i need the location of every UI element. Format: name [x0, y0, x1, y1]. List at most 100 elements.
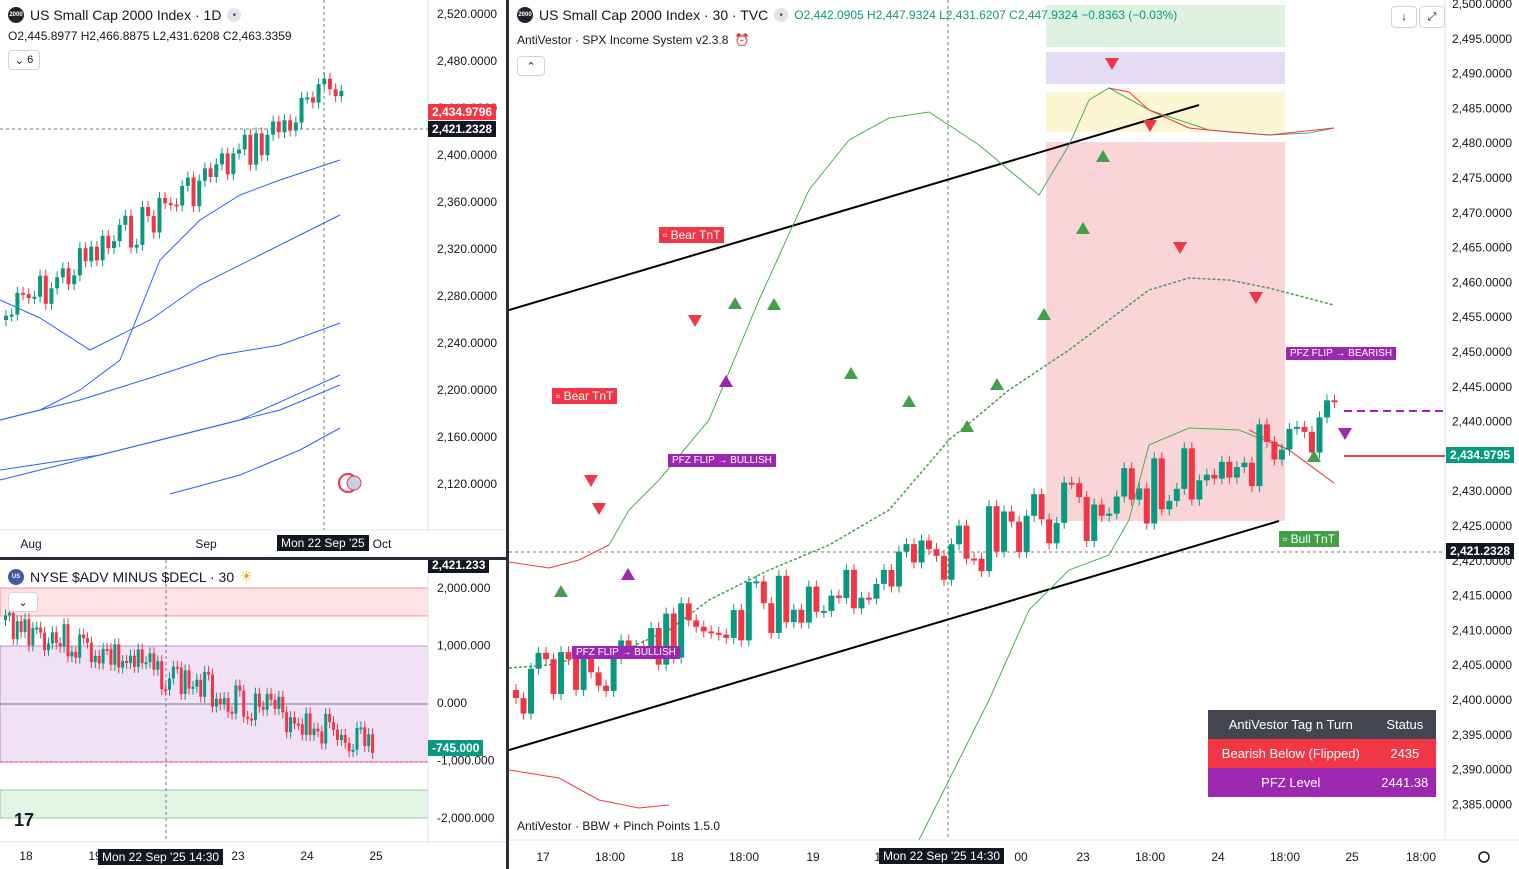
axis-tick-label: 18:00 [1406, 850, 1436, 864]
candle-body [328, 713, 332, 723]
candle-body [820, 610, 827, 613]
sell-signal-triangle [1105, 58, 1119, 70]
candle-body [259, 133, 264, 156]
download-icon[interactable]: ↓ [1391, 6, 1417, 28]
axis-tick-label: 2,410.0000 [1452, 623, 1512, 637]
main-chart-title[interactable]: US Small Cap 2000 Index · 30 · TVC [539, 7, 769, 23]
buy-signal-triangle [554, 585, 568, 597]
breadth-chart-svg[interactable]: 2,000.000 1,000.000 0.000 -1,000.000 -2,000.… [0, 560, 506, 869]
collapse-indicators-button[interactable]: ⌄ [8, 592, 38, 612]
candle-body [535, 652, 542, 669]
settings-gear-icon[interactable] [1478, 851, 1490, 863]
candle-body [89, 246, 94, 262]
candle-body [129, 215, 134, 248]
fullscreen-icon[interactable]: ⤢ [1419, 6, 1445, 28]
candle-body [790, 609, 797, 623]
candle-body [78, 634, 82, 658]
candle-body [288, 120, 293, 131]
candle-body [171, 666, 175, 679]
candle-body [565, 652, 572, 660]
daily-price-axis: 2,520.00002,480.00002,440.00002,400.0000… [437, 7, 497, 491]
candle-body [367, 734, 371, 747]
candle-body [1128, 468, 1135, 500]
candle-body [74, 651, 78, 658]
buy-signal-triangle [1076, 222, 1090, 234]
candle-body [254, 133, 259, 165]
collapse-indicators-button[interactable]: ⌃ [517, 56, 545, 76]
buy-signal-triangle [990, 378, 1004, 390]
candle-body [1248, 462, 1255, 487]
crosshair-time-tag: Mon 22 Sep '25 [277, 535, 369, 551]
candle-body [60, 268, 65, 278]
alarm-icon[interactable]: ⏰ [734, 33, 750, 47]
candle-body [1151, 458, 1158, 524]
status-dot-icon[interactable]: • [774, 8, 789, 22]
indicator-legend-1[interactable]: AntiVestor · SPX Income System v2.3.8 ⏰ [517, 33, 749, 47]
candle-body [11, 612, 15, 640]
ma-line [0, 374, 341, 481]
buy-signal-triangle [767, 298, 781, 310]
breadth-chart-panel[interactable]: 2,000.000 1,000.000 0.000 -1,000.000 -2,000.… [0, 560, 506, 869]
candle-body [1166, 500, 1173, 510]
candle-body [54, 632, 58, 644]
candle-body [1023, 515, 1030, 553]
candle-body [238, 685, 242, 691]
daily-chart-header[interactable]: 2000 US Small Cap 2000 Index · 1D • [8, 7, 242, 23]
candle-body [1113, 496, 1120, 514]
candle-body [805, 586, 812, 623]
candle-body [128, 655, 132, 663]
axis-tick-label: 2,400.0000 [437, 148, 497, 162]
axis-tick-label: 2,495.0000 [1452, 32, 1512, 46]
candle-body [550, 659, 557, 694]
candle-body [164, 689, 168, 692]
ma-line [169, 427, 341, 495]
candle-body [199, 679, 203, 697]
axis-tick-label: 2,465.0000 [1452, 241, 1512, 255]
candle-body [152, 653, 156, 670]
bull-tnt-label: ▫ Bull TnT [1279, 531, 1340, 547]
pane-separator[interactable] [0, 557, 506, 560]
daily-chart-panel[interactable]: 2,520.00002,480.00002,440.00002,400.0000… [0, 0, 506, 557]
candle-body [1323, 400, 1330, 418]
candle-body [82, 634, 86, 639]
tradingview-logo-icon[interactable]: 17 [14, 810, 35, 830]
candle-body [371, 734, 375, 754]
candle-body [588, 655, 595, 673]
pane-separator-vertical[interactable] [506, 0, 509, 869]
candle-body [775, 575, 782, 633]
axis-tick-label: 25 [369, 849, 383, 863]
status-dot-icon[interactable]: • [227, 8, 242, 22]
candle-body [355, 727, 359, 750]
buy-signal-triangle [1096, 150, 1110, 162]
candle-body [94, 246, 99, 261]
pfz-flip-bearish-label: PFZ FLIP → BEARISH [1286, 347, 1397, 360]
candle-body [347, 742, 351, 752]
main-chart-svg[interactable]: 2,500.0000 2,495.0000 2,490.0000 2,485.0000… [509, 0, 1519, 869]
candle-body [1286, 428, 1293, 450]
axis-tick-label: 2,400.0000 [1452, 693, 1512, 707]
daily-chart-svg[interactable]: 2,520.00002,480.00002,440.00002,400.0000… [0, 0, 506, 557]
axis-tick-label: 2,450.0000 [1452, 345, 1512, 359]
candle-body [15, 292, 20, 315]
indicator-legend-2[interactable]: AntiVestor · BBW + Pinch Points 1.5.0 [517, 819, 721, 833]
candle-body [304, 713, 308, 735]
axis-tick-label: 23 [231, 849, 245, 863]
price-tag-current: 2,434.9795 [1446, 447, 1515, 463]
candle-body [843, 569, 850, 598]
candle-body [322, 78, 327, 85]
collapse-indicators-button[interactable]: ⌄ 6 [8, 50, 40, 70]
candle-body [850, 569, 857, 609]
main-chart-header[interactable]: 2000 US Small Cap 2000 Index · 30 · TVC … [517, 7, 1177, 23]
axis-tick-label: -1,000.000 [437, 754, 495, 768]
candle-body [1263, 424, 1270, 442]
axis-tick-label: 2,360.0000 [437, 195, 497, 209]
breadth-chart-header[interactable]: US NYSE $ADV MINUS $DECL · 30 ☀ [8, 568, 253, 585]
axis-tick-label: 24 [1211, 850, 1225, 864]
pfz-flip-bullish-label: PFZ FLIP → BULLISH [572, 646, 680, 659]
axis-tick-label: 2,470.0000 [1452, 206, 1512, 220]
candle-body [207, 671, 211, 675]
sell-signal-triangle [1173, 242, 1187, 254]
candle-body [1188, 448, 1195, 500]
breadth-chart-title[interactable]: NYSE $ADV MINUS $DECL · 30 [30, 568, 235, 585]
daily-chart-title[interactable]: US Small Cap 2000 Index · 1D [30, 7, 222, 23]
